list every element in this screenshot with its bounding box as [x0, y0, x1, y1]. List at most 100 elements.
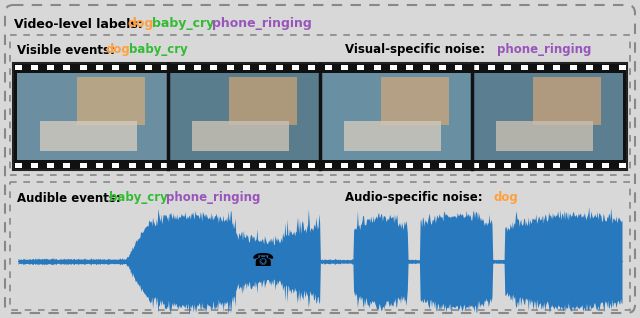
Text: Video-level labels:: Video-level labels: — [14, 17, 143, 31]
Bar — [145, 65, 152, 70]
Text: Audio-specific noise:: Audio-specific noise: — [345, 191, 483, 204]
Bar — [390, 163, 397, 168]
Text: baby_cry: baby_cry — [152, 17, 214, 31]
Bar — [473, 73, 623, 160]
Bar — [276, 65, 283, 70]
Bar — [357, 163, 364, 168]
Bar — [618, 65, 625, 70]
Bar — [276, 163, 283, 168]
Bar — [537, 163, 544, 168]
Bar — [243, 163, 250, 168]
Text: Visible events:: Visible events: — [17, 44, 115, 57]
Bar — [602, 163, 609, 168]
Bar — [570, 65, 577, 70]
Text: baby_cry: baby_cry — [129, 44, 188, 57]
Bar — [47, 163, 54, 168]
Bar — [191, 121, 289, 151]
Bar — [488, 163, 495, 168]
FancyBboxPatch shape — [5, 5, 635, 313]
Bar — [504, 65, 511, 70]
Bar — [455, 163, 462, 168]
Bar — [63, 65, 70, 70]
Bar — [602, 65, 609, 70]
Bar — [194, 163, 201, 168]
Bar — [96, 65, 103, 70]
Bar — [586, 65, 593, 70]
Bar — [292, 65, 299, 70]
Bar — [374, 65, 381, 70]
Bar — [357, 65, 364, 70]
Bar — [341, 163, 348, 168]
Bar — [324, 65, 332, 70]
Bar — [63, 163, 70, 168]
Bar — [31, 163, 38, 168]
Bar — [341, 65, 348, 70]
Bar — [47, 65, 54, 70]
Bar — [243, 65, 250, 70]
Bar — [259, 65, 266, 70]
Bar — [161, 163, 168, 168]
Bar — [553, 163, 560, 168]
Bar — [10, 35, 630, 175]
Bar — [194, 65, 201, 70]
Bar — [406, 65, 413, 70]
Bar — [15, 65, 22, 70]
Bar — [488, 65, 495, 70]
Bar — [537, 65, 544, 70]
Text: dog: dog — [105, 44, 130, 57]
Bar — [520, 65, 527, 70]
Bar — [439, 65, 446, 70]
Bar — [113, 163, 120, 168]
Bar — [553, 65, 560, 70]
Bar — [618, 163, 625, 168]
Bar — [80, 163, 87, 168]
Bar — [178, 163, 185, 168]
Bar — [17, 73, 167, 160]
Text: Audible events:: Audible events: — [17, 191, 121, 204]
Bar — [211, 65, 218, 70]
Bar — [344, 121, 441, 151]
Bar — [586, 163, 593, 168]
Bar — [292, 163, 299, 168]
Bar — [570, 163, 577, 168]
Text: phone_ringing: phone_ringing — [497, 44, 591, 57]
Bar — [113, 65, 120, 70]
Bar — [80, 65, 87, 70]
Bar — [259, 163, 266, 168]
Bar — [13, 63, 627, 170]
Bar — [229, 77, 296, 125]
Bar — [324, 163, 332, 168]
Text: baby_cry: baby_cry — [109, 191, 168, 204]
Bar — [308, 65, 316, 70]
Bar — [77, 77, 145, 125]
Bar — [374, 163, 381, 168]
Text: phone_ringing: phone_ringing — [166, 191, 260, 204]
Text: dog: dog — [127, 17, 153, 31]
Bar — [439, 163, 446, 168]
Bar — [472, 65, 479, 70]
Bar — [422, 163, 429, 168]
Bar — [211, 163, 218, 168]
Bar — [96, 163, 103, 168]
Bar — [178, 65, 185, 70]
Bar — [495, 121, 593, 151]
Bar — [227, 163, 234, 168]
Bar — [381, 77, 449, 125]
Text: dog: dog — [493, 191, 518, 204]
Bar — [504, 163, 511, 168]
Bar — [520, 163, 527, 168]
Bar — [308, 163, 316, 168]
Bar — [145, 163, 152, 168]
Bar — [227, 65, 234, 70]
Text: ☎: ☎ — [252, 252, 274, 270]
Bar — [533, 77, 600, 125]
Bar — [31, 65, 38, 70]
Bar — [15, 163, 22, 168]
Bar — [406, 163, 413, 168]
Bar — [129, 163, 136, 168]
Bar — [40, 121, 137, 151]
Bar — [10, 182, 630, 310]
Text: phone_ringing: phone_ringing — [212, 17, 312, 31]
Bar — [129, 65, 136, 70]
Bar — [161, 65, 168, 70]
